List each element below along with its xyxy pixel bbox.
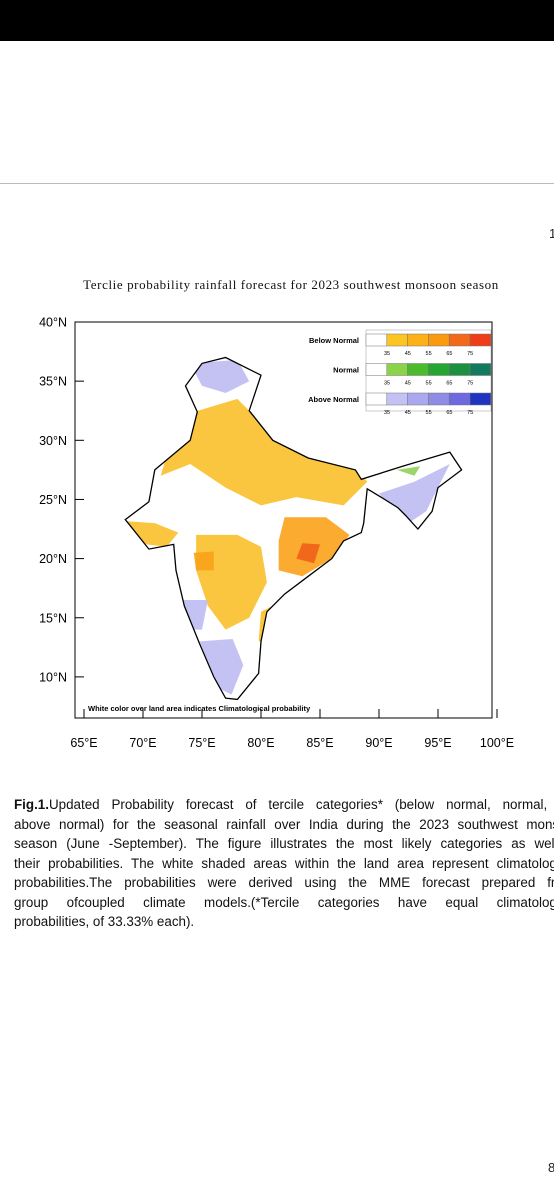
legend-swatch	[386, 363, 408, 376]
x-tick-label: 70°E	[129, 736, 156, 750]
legend-label: Normal	[333, 366, 359, 375]
x-tick-label: 80°E	[247, 736, 274, 750]
y-tick-label: 40°N	[39, 316, 67, 330]
legend-tick: 35	[384, 351, 390, 357]
probability-patch	[193, 551, 214, 571]
legend-swatch	[469, 363, 492, 376]
legend-tick: 75	[467, 410, 473, 416]
y-tick-label: 35°N	[39, 375, 67, 389]
y-tick-label: 30°N	[39, 434, 67, 448]
legend-tick: 55	[426, 381, 432, 387]
legend-tick: 45	[405, 381, 411, 387]
y-tick-label: 20°N	[39, 552, 67, 566]
legend-swatch	[428, 363, 450, 376]
caption-line: above normal) for the seasonal rainfall …	[14, 816, 554, 832]
land	[124, 356, 463, 701]
caption-line: their probabilities. The white shaded ar…	[14, 855, 554, 871]
y-tick-label: 10°N	[39, 670, 67, 684]
x-tick-label: 90°E	[365, 736, 392, 750]
legend-tick: 65	[446, 381, 452, 387]
probability-patch	[199, 639, 244, 695]
legend-label: Above Normal	[308, 395, 359, 404]
x-tick-label: 65°E	[70, 736, 97, 750]
y-tick-label: 25°N	[39, 493, 67, 507]
figure: Terclie probability rainfall forecast fo…	[39, 277, 514, 751]
caption-line: probabilities.The probabilities were der…	[14, 875, 554, 890]
legend-tick: 35	[384, 410, 390, 416]
probability-shading	[125, 359, 450, 695]
probability-patch	[296, 543, 320, 564]
caption-text: Updated Probability forecast of tercile …	[48, 797, 554, 812]
probability-patch	[160, 398, 368, 506]
page-number: 8	[548, 1160, 554, 1175]
legend-swatch	[407, 392, 429, 406]
legend-swatch	[428, 392, 450, 406]
legend-swatch	[386, 392, 408, 406]
x-tick-label: 100°E	[480, 736, 514, 750]
figure-title: Terclie probability rainfall forecast fo…	[83, 277, 499, 292]
legend-swatch	[448, 333, 471, 347]
legend-label: Below Normal	[309, 336, 359, 345]
caption: Fig.1.Updated Probability forecast of te…	[14, 795, 554, 932]
legend-tick: 65	[446, 351, 452, 357]
caption-line: season (June -September). The figure ill…	[14, 836, 554, 851]
axes: 40°N 35°N 30°N 25°N 20°N 15°N 10°N 65°E 70°E 75°E…	[39, 316, 514, 751]
legend-swatch	[386, 333, 408, 347]
legend-swatch	[365, 392, 388, 406]
legend: Below Normal 35 45 55 65 75 Normal 35 45 55 65 75 Ab…	[308, 333, 492, 416]
x-tick-label: 75°E	[188, 736, 215, 750]
legend-swatch	[469, 392, 492, 406]
legend-swatch	[428, 333, 450, 347]
caption-line: probabilities, of 33.33% each).	[14, 914, 195, 929]
x-tick-label: 95°E	[424, 736, 451, 750]
legend-tick: 75	[467, 381, 473, 387]
country-border	[124, 356, 463, 701]
legend-tick: 35	[384, 381, 390, 387]
legend-tick: 45	[405, 351, 411, 357]
legend-swatch	[365, 333, 388, 347]
map-note: White color over land area indicates Cli…	[88, 704, 311, 713]
x-tick-label: 85°E	[306, 736, 333, 750]
legend-swatch	[448, 392, 471, 406]
legend-tick: 55	[426, 351, 432, 357]
legend-tick: 45	[405, 410, 411, 416]
probability-patch	[125, 520, 179, 547]
legend-swatch	[407, 363, 429, 376]
legend-tick: 75	[467, 351, 473, 357]
legend-tick: 55	[426, 410, 432, 416]
legend-swatch	[448, 363, 471, 376]
probability-patch	[190, 359, 250, 393]
caption-line: Fig.1.Updated Probability forecast of te…	[14, 795, 554, 815]
page-divider	[0, 183, 554, 184]
legend-swatch	[407, 333, 429, 347]
legend-swatch	[469, 333, 492, 347]
page-marker: 1	[549, 226, 554, 241]
caption-line: group ofcoupled climate models.(*Tercile…	[14, 894, 554, 910]
legend-swatch	[365, 363, 388, 376]
y-tick-label: 15°N	[39, 611, 67, 625]
caption-label: Fig.1.	[14, 797, 49, 812]
status-bar	[0, 0, 554, 41]
legend-tick: 65	[446, 410, 452, 416]
probability-patch	[396, 466, 421, 476]
